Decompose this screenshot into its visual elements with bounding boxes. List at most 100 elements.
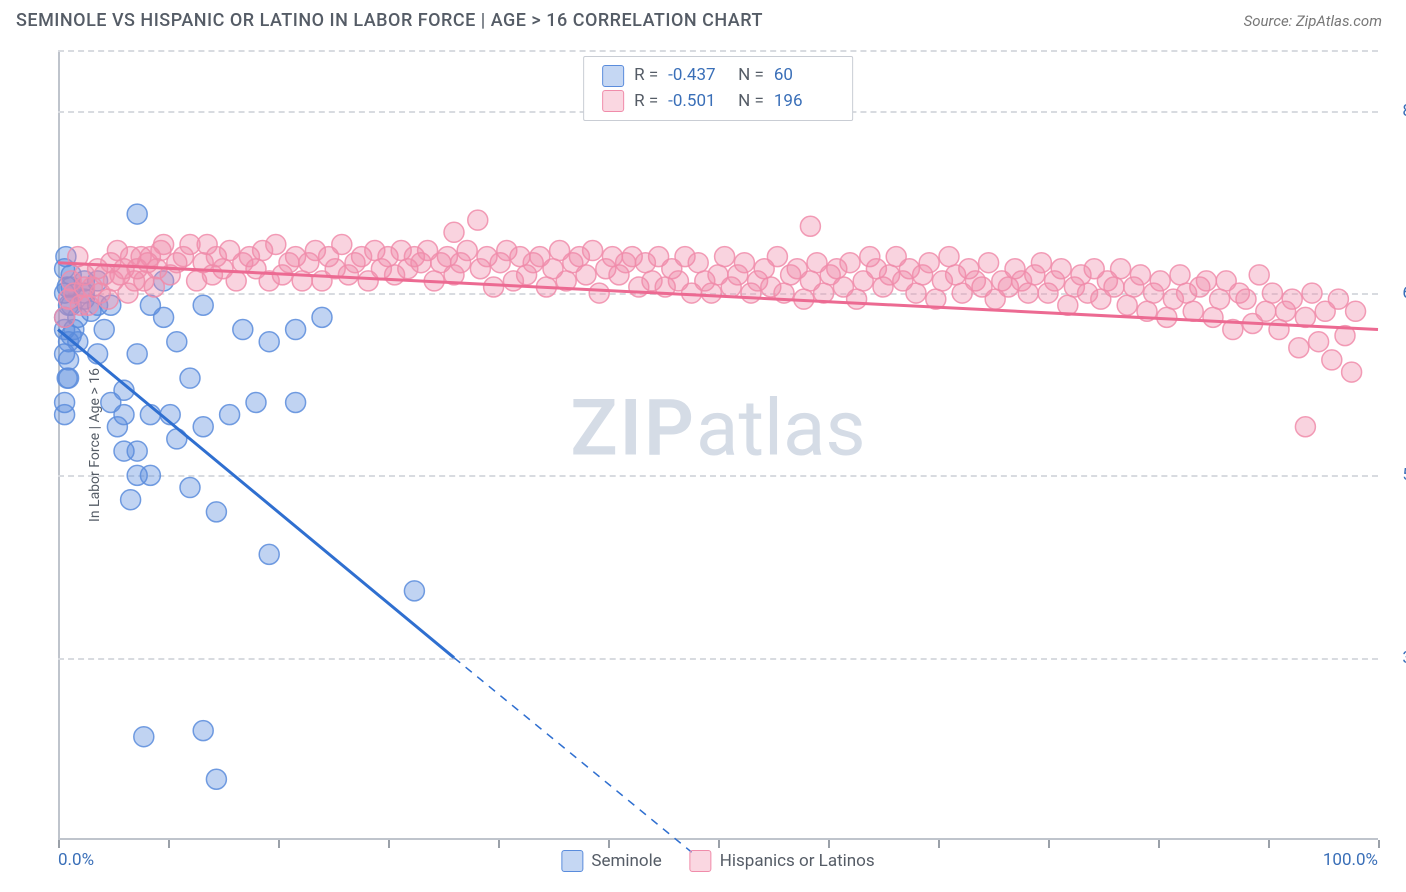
- x-tick: [1158, 840, 1160, 848]
- scatter-point: [1018, 283, 1038, 303]
- scatter-point: [1051, 259, 1071, 279]
- scatter-point: [589, 283, 609, 303]
- scatter-point: [1289, 338, 1309, 358]
- x-tick-label: 0.0%: [58, 850, 94, 870]
- legend-label-hispanic: Hispanics or Latinos: [720, 851, 875, 871]
- scatter-point: [701, 283, 721, 303]
- scatter-point: [59, 368, 79, 388]
- scatter-point: [140, 465, 160, 485]
- scatter-point: [939, 247, 959, 267]
- scatter-point: [1183, 301, 1203, 321]
- scatter-point: [59, 350, 79, 370]
- scatter-point: [114, 405, 134, 425]
- chart-title: SEMINOLE VS HISPANIC OR LATINO IN LABOR …: [16, 10, 763, 31]
- stats-legend: R = -0.437 N = 60 R = -0.501 N = 196: [583, 56, 853, 121]
- scatter-point: [1203, 307, 1223, 327]
- x-tick: [608, 840, 610, 848]
- scatter-point: [1150, 271, 1170, 291]
- x-tick-label: 100.0%: [1323, 850, 1378, 870]
- trend-line: [454, 658, 692, 852]
- r-label-1: R =: [634, 89, 658, 115]
- scatter-point: [919, 253, 939, 273]
- scatter-point: [332, 234, 352, 254]
- x-tick: [718, 840, 720, 848]
- scatter-point: [312, 307, 332, 327]
- n-value-1: 196: [774, 89, 834, 115]
- legend-item-hispanic: Hispanics or Latinos: [690, 850, 875, 872]
- scatter-point: [259, 544, 279, 564]
- scatter-point: [1256, 301, 1276, 321]
- scatter-point: [1104, 277, 1124, 297]
- swatch-pink-icon: [602, 90, 624, 112]
- scatter-point: [1328, 289, 1348, 309]
- scatter-point: [800, 216, 820, 236]
- n-value-0: 60: [774, 63, 834, 89]
- scatter-point: [1262, 283, 1282, 303]
- scatter-point: [121, 490, 141, 510]
- scatter-point: [266, 234, 286, 254]
- x-tick: [1378, 840, 1380, 848]
- plot-region: ZIPatlas R = -0.437 N = 60 R = -0.501 N …: [58, 50, 1378, 840]
- scatter-point: [1295, 417, 1315, 437]
- scatter-point: [979, 253, 999, 273]
- scatter-point: [193, 295, 213, 315]
- scatter-svg: [58, 50, 1378, 840]
- chart-header: SEMINOLE VS HISPANIC OR LATINO IN LABOR …: [0, 0, 1406, 39]
- y-tick-label: 80.0%: [1402, 101, 1406, 121]
- x-tick: [938, 840, 940, 848]
- r-value-1: -0.501: [668, 89, 728, 115]
- y-tick-label: 50.0%: [1402, 465, 1406, 485]
- scatter-point: [840, 253, 860, 273]
- scatter-point: [1196, 271, 1216, 291]
- scatter-point: [98, 289, 118, 309]
- r-value-0: -0.437: [668, 63, 728, 89]
- chart-area: In Labor Force | Age > 16 ZIPatlas R = -…: [48, 50, 1388, 840]
- scatter-point: [1302, 283, 1322, 303]
- x-tick: [1268, 840, 1270, 848]
- x-tick: [58, 840, 60, 848]
- scatter-point: [180, 478, 200, 498]
- legend-label-seminole: Seminole: [591, 851, 661, 871]
- x-tick: [388, 840, 390, 848]
- x-tick: [1048, 840, 1050, 848]
- scatter-point: [55, 405, 75, 425]
- trend-line: [58, 330, 454, 658]
- n-label-1: N =: [738, 89, 764, 115]
- scatter-point: [1249, 265, 1269, 285]
- scatter-point: [1322, 350, 1342, 370]
- x-tick: [498, 840, 500, 848]
- scatter-point: [444, 222, 464, 242]
- y-tick-label: 35.0%: [1402, 648, 1406, 668]
- scatter-point: [715, 247, 735, 267]
- scatter-point: [233, 320, 253, 340]
- scatter-point: [767, 247, 787, 267]
- scatter-point: [134, 727, 154, 747]
- swatch-blue-icon: [561, 850, 583, 872]
- scatter-point: [206, 502, 226, 522]
- series-legend: Seminole Hispanics or Latinos: [561, 850, 874, 872]
- scatter-point: [180, 368, 200, 388]
- scatter-point: [286, 392, 306, 412]
- scatter-point: [286, 320, 306, 340]
- scatter-point: [193, 417, 213, 437]
- scatter-point: [220, 405, 240, 425]
- stats-legend-row-1: R = -0.501 N = 196: [602, 89, 834, 115]
- scatter-point: [734, 253, 754, 273]
- scatter-point: [1236, 289, 1256, 309]
- scatter-point: [193, 721, 213, 741]
- scatter-point: [127, 344, 147, 364]
- x-tick: [828, 840, 830, 848]
- scatter-point: [906, 283, 926, 303]
- scatter-point: [259, 332, 279, 352]
- scatter-point: [457, 241, 477, 261]
- scatter-point: [484, 277, 504, 297]
- scatter-point: [1031, 253, 1051, 273]
- x-tick: [168, 840, 170, 848]
- scatter-point: [246, 392, 266, 412]
- scatter-point: [1342, 362, 1362, 382]
- scatter-point: [154, 307, 174, 327]
- scatter-point: [576, 265, 596, 285]
- n-label-0: N =: [738, 63, 764, 89]
- scatter-point: [1282, 289, 1302, 309]
- scatter-point: [154, 234, 174, 254]
